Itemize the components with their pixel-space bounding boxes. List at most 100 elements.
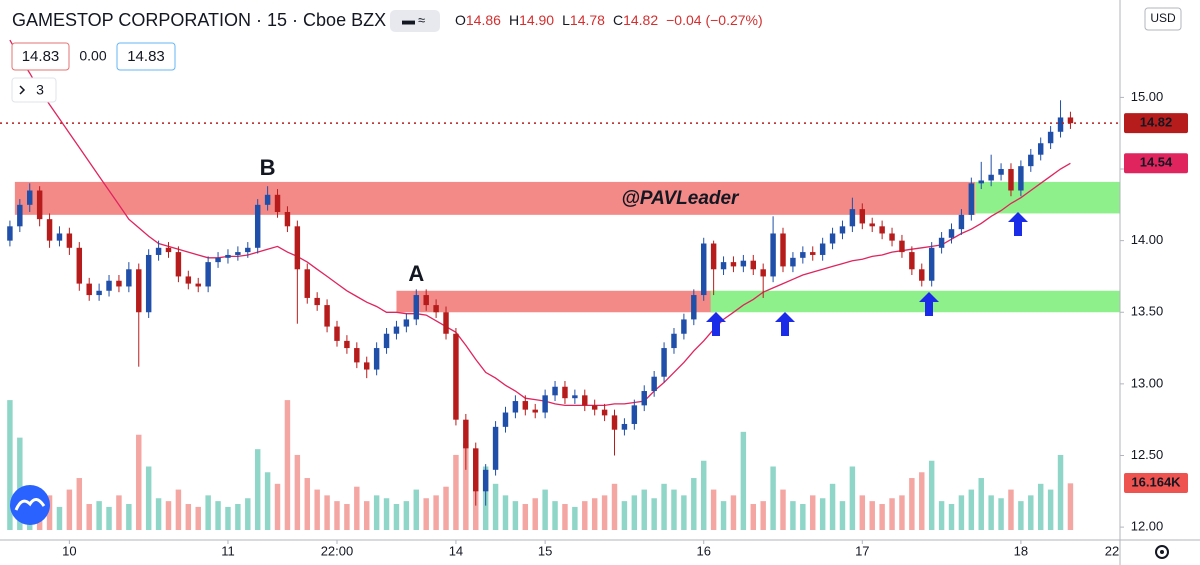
indicator-toggle[interactable]: [390, 10, 440, 32]
volume-bar: [572, 506, 578, 530]
volume-bar: [919, 472, 925, 530]
volume-bar: [790, 501, 796, 530]
candle-body: [720, 262, 727, 270]
volume-bar: [978, 478, 984, 530]
ohlc-key: H: [509, 12, 519, 28]
candle-body: [839, 226, 846, 234]
ma-tag: 14.54: [1140, 155, 1173, 170]
x-tick-label: 11: [221, 543, 235, 558]
currency-box[interactable]: [1144, 7, 1182, 31]
candle-body: [631, 405, 638, 424]
volume-bar: [760, 501, 766, 530]
bid-box[interactable]: [11, 42, 70, 71]
candle-body: [334, 326, 340, 341]
volume-bar: [116, 495, 122, 530]
icon: ▬: [402, 12, 415, 27]
y-tick-label: 14.00: [1131, 232, 1164, 247]
candle-body: [710, 243, 717, 270]
candle-body: [958, 214, 965, 230]
volume-bar: [225, 506, 231, 530]
ohlc-key: C: [613, 12, 623, 28]
gear: [1155, 545, 1169, 559]
volume-bar: [948, 504, 955, 530]
volume-bar: [770, 466, 776, 530]
volume-bar: [710, 489, 717, 530]
candle-body: [601, 409, 608, 416]
candle-body: [136, 269, 142, 313]
candle-body: [254, 204, 261, 248]
volume-bar: [492, 483, 499, 530]
candle-body: [245, 247, 251, 253]
candle-body: [740, 260, 747, 267]
candle-body: [354, 348, 360, 363]
candle-body: [810, 252, 816, 255]
volume-bar: [215, 501, 221, 530]
logo-mark: [14, 498, 46, 511]
volume-bar: [621, 501, 628, 530]
candle-body: [453, 333, 459, 420]
volume-bar: [155, 498, 162, 530]
volume-bar: [403, 501, 410, 530]
candle-body: [899, 240, 905, 253]
ohlc-key: L: [562, 12, 570, 28]
candle-body: [235, 252, 241, 255]
volume-bar: [750, 504, 756, 530]
indicators-count: 3: [36, 82, 44, 98]
last-price-tag-bg: [1124, 113, 1188, 134]
volume-bar: [1008, 489, 1014, 530]
ohlc-legend: O14.86 H14.90 L14.78 C14.82 −0.04 (−0.27%): [455, 12, 763, 28]
volume-tag: 16.164K: [1131, 474, 1181, 489]
ohlc-value: 14.90: [519, 12, 554, 28]
volume-bar: [304, 478, 310, 530]
candle-body: [433, 305, 439, 313]
volume-bar: [463, 443, 469, 530]
candle-body: [1037, 143, 1044, 155]
x-tick-label: 22: [1105, 543, 1119, 558]
candle-body: [691, 295, 697, 320]
volume-bar: [611, 483, 618, 530]
y-tick-label: 13.00: [1131, 375, 1164, 390]
candle-body: [294, 226, 301, 270]
volume-bar: [364, 501, 370, 530]
candle-body: [552, 386, 558, 396]
candle-body: [46, 219, 53, 241]
indicators-toggle[interactable]: [11, 77, 57, 103]
currency: USD: [1150, 11, 1176, 25]
candle-body: [7, 226, 13, 241]
arrow: [1008, 212, 1028, 236]
volume-bar: [1018, 501, 1024, 530]
candle-body: [562, 386, 568, 399]
candle-body: [750, 260, 756, 270]
volume-bar: [829, 483, 836, 530]
y-tick-label: 12.00: [1131, 519, 1164, 534]
volume-bar: [591, 498, 598, 530]
candle-body: [948, 229, 955, 238]
x-tick-label: 18: [1014, 543, 1028, 558]
volume-bar: [393, 504, 400, 530]
volume-bar: [76, 478, 83, 530]
volume-bar: [700, 460, 707, 530]
volume-bar: [859, 495, 866, 530]
settings-icon[interactable]: [1155, 545, 1169, 559]
volume-bar: [1047, 489, 1054, 530]
candle-body: [591, 405, 598, 410]
plot-area: [0, 39, 1120, 530]
arrow: [775, 312, 795, 336]
volume-bar: [849, 466, 856, 530]
x-tick-label: 17: [855, 543, 869, 558]
candle-body: [145, 254, 152, 313]
candle-body: [829, 233, 836, 244]
ask-box[interactable]: [116, 42, 176, 71]
volume-bar: [909, 478, 915, 530]
candle-body: [413, 295, 420, 320]
candle-body: [532, 409, 538, 413]
volume-bar: [205, 495, 211, 530]
candle-body: [1047, 131, 1054, 144]
ohlc-value: 14.82: [623, 12, 658, 28]
candle-body: [651, 376, 657, 392]
annotation: @PAVLeader: [621, 188, 740, 209]
volume-bar: [7, 400, 13, 530]
volume-bar: [839, 501, 846, 530]
candle-body: [671, 333, 677, 349]
